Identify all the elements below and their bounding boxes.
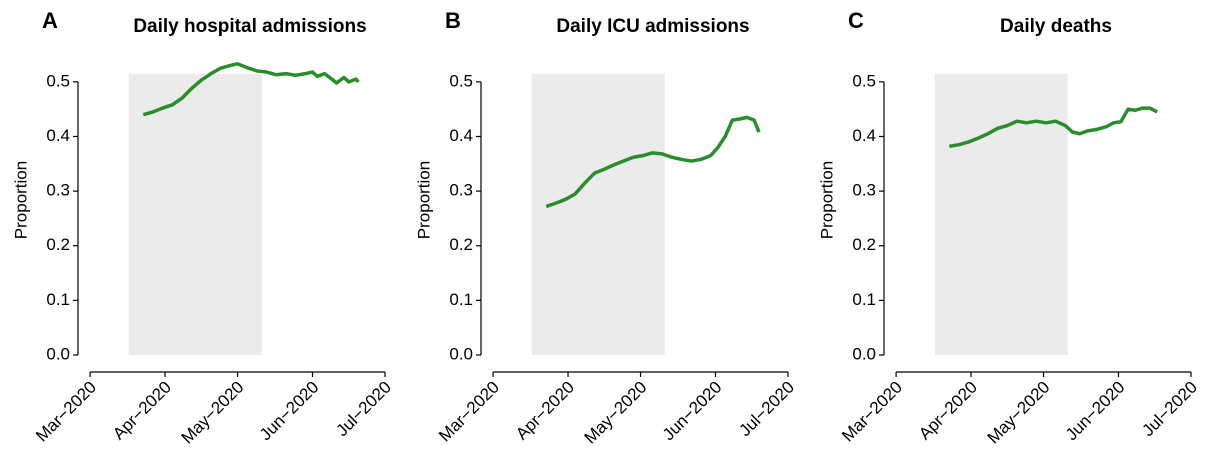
x-tick-label: Mar−2020 (838, 378, 906, 446)
y-tick-label: 0.3 (46, 181, 70, 200)
y-tick-label: 0.0 (46, 344, 70, 363)
x-tick-label: Jul−2020 (332, 378, 395, 441)
x-tick-label: Apr−2020 (915, 378, 981, 444)
shaded-region (934, 73, 1068, 355)
data-line (948, 106, 1158, 149)
x-tick-label: May−2020 (984, 378, 1054, 448)
panel-label: B (445, 8, 461, 33)
y-tick-label: 0.3 (449, 181, 473, 200)
x-tick-label: Jul−2020 (1138, 378, 1201, 441)
y-tick-label: 0.5 (449, 71, 473, 90)
panel: A Daily hospital admissions Proportion 0.0 0… (11, 8, 395, 448)
x-tick-label: May−2020 (581, 378, 651, 448)
y-tick-label: 0.3 (852, 181, 876, 200)
x-tick-label: Jul−2020 (735, 378, 798, 441)
panel: C Daily deaths Proportion 0.0 0.1 0.2 0.3 0.4 0.… (817, 8, 1201, 448)
y-tick-label: 0.4 (46, 126, 70, 145)
y-tick-label: 0.0 (449, 344, 473, 363)
y-tick-label: 0.4 (852, 126, 876, 145)
x-tick-label: Apr−2020 (512, 378, 578, 444)
y-tick-label: 0.0 (852, 344, 876, 363)
chart-title: Daily ICU admissions (556, 16, 749, 37)
data-line (142, 62, 360, 117)
chart-title: Daily hospital admissions (133, 16, 366, 37)
x-tick-label: Apr−2020 (109, 378, 175, 444)
y-tick-label: 0.1 (46, 290, 70, 309)
y-tick-label: 0.2 (852, 235, 876, 254)
y-tick-label: 0.2 (46, 235, 70, 254)
y-axis-label: Proportion (817, 161, 836, 239)
y-axis-label: Proportion (11, 161, 30, 239)
panel: B Daily ICU admissions Proportion 0.0 0.1 0.2… (414, 8, 798, 448)
shaded-region (128, 73, 262, 355)
y-tick-label: 0.5 (852, 71, 876, 90)
y-tick-label: 0.4 (449, 126, 473, 145)
y-tick-label: 0.1 (449, 290, 473, 309)
x-tick-label: May−2020 (178, 378, 248, 448)
x-tick-label: Jun−2020 (256, 378, 323, 445)
shaded-region (531, 73, 665, 355)
panel-label: C (848, 8, 864, 33)
data-line (545, 115, 761, 209)
x-tick-label: Mar−2020 (435, 378, 503, 446)
panel-label: A (42, 8, 58, 33)
y-tick-label: 0.5 (46, 71, 70, 90)
y-tick-label: 0.1 (852, 290, 876, 309)
x-tick-label: Jun−2020 (1062, 378, 1129, 445)
y-tick-label: 0.2 (449, 235, 473, 254)
x-tick-label: Mar−2020 (32, 378, 100, 446)
chart-title: Daily deaths (1000, 16, 1112, 37)
x-tick-label: Jun−2020 (659, 378, 726, 445)
y-axis-label: Proportion (414, 161, 433, 239)
